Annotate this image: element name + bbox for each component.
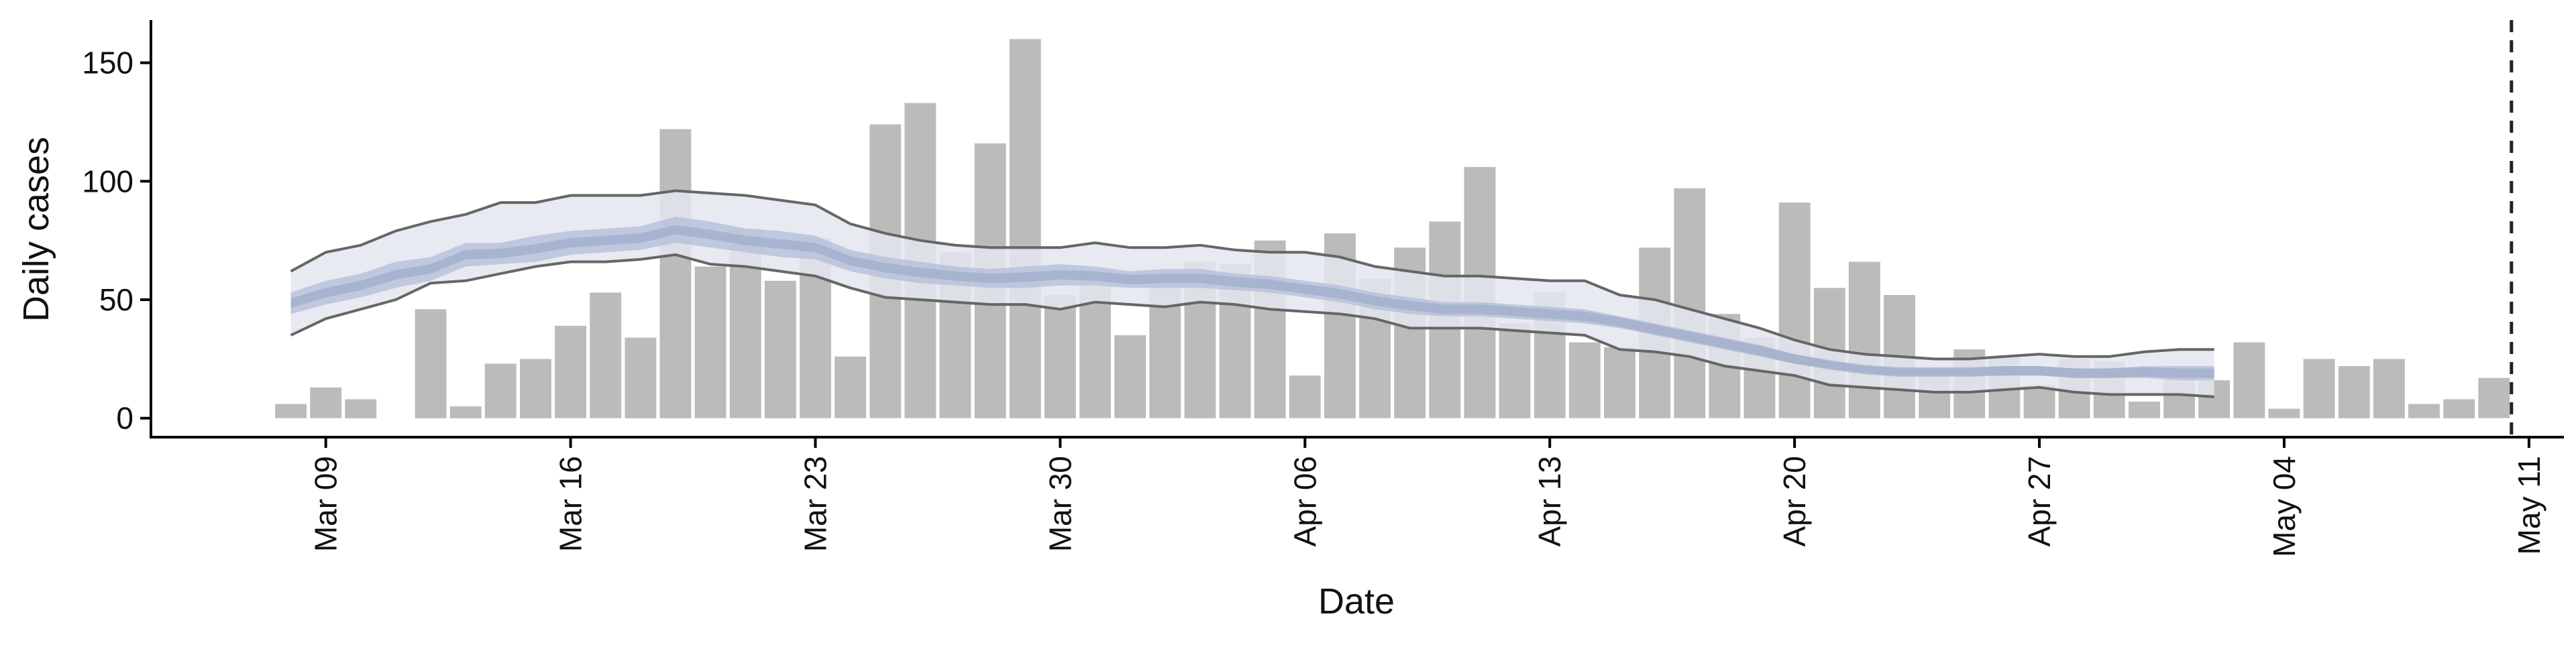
bar (275, 404, 307, 418)
bar (1604, 347, 1635, 418)
bands-layer (290, 189, 2214, 398)
bar (1848, 261, 1880, 418)
x-tick-label: Apr 06 (1287, 456, 1322, 547)
bar (694, 266, 727, 418)
y-tick-label: 50 (99, 282, 133, 317)
x-tick-label: Mar 30 (1042, 456, 1077, 552)
bar (2233, 342, 2265, 418)
y-tick-label: 150 (82, 46, 133, 80)
bar (2478, 377, 2510, 418)
bar (345, 399, 377, 418)
bar (835, 356, 867, 418)
x-tick-label: Mar 16 (553, 456, 588, 552)
x-tick-label: May 11 (2512, 456, 2546, 554)
bar (415, 309, 447, 418)
x-tick-label: Mar 23 (798, 456, 833, 552)
bar (2023, 385, 2055, 418)
bar (1044, 295, 1076, 418)
bar (2268, 408, 2300, 418)
bar (484, 363, 517, 418)
bar (520, 359, 551, 418)
bar (1674, 188, 1706, 418)
bar (1568, 342, 1601, 418)
y-axis-title: Daily cases (16, 137, 56, 322)
bar (625, 337, 657, 418)
bar (590, 292, 622, 418)
x-tick-label: Apr 13 (1532, 456, 1567, 547)
axes-layer: 0 50 100 150 Mar 09 Mar 16 Mar 23 Mar 30 Apr 06 A… (82, 20, 2564, 557)
bar (764, 280, 796, 418)
bar (1289, 375, 1321, 418)
bar (659, 129, 692, 418)
bar (1114, 335, 1146, 418)
bar (1009, 39, 1041, 418)
bar (555, 325, 586, 418)
x-tick-label: Apr 27 (2022, 456, 2057, 547)
bar (2129, 402, 2160, 418)
y-tick-label: 0 (116, 401, 133, 436)
outer-lower-line (290, 253, 2214, 398)
x-tick-label: Mar 09 (309, 456, 343, 552)
bar (1778, 202, 1811, 418)
bar (1499, 323, 1531, 418)
bar (2338, 366, 2370, 418)
outer-upper-line (290, 189, 2214, 361)
x-tick-label: May 04 (2267, 456, 2302, 557)
bar (2408, 404, 2440, 418)
bar (310, 387, 342, 418)
bar (2443, 399, 2475, 418)
y-tick-label: 100 (82, 164, 133, 198)
bar (1079, 285, 1111, 418)
bar (449, 406, 482, 418)
bar (2303, 359, 2335, 418)
x-tick-label: Apr 20 (1777, 456, 1812, 547)
bar (2373, 359, 2405, 418)
x-axis-title: Date (1318, 581, 1395, 622)
